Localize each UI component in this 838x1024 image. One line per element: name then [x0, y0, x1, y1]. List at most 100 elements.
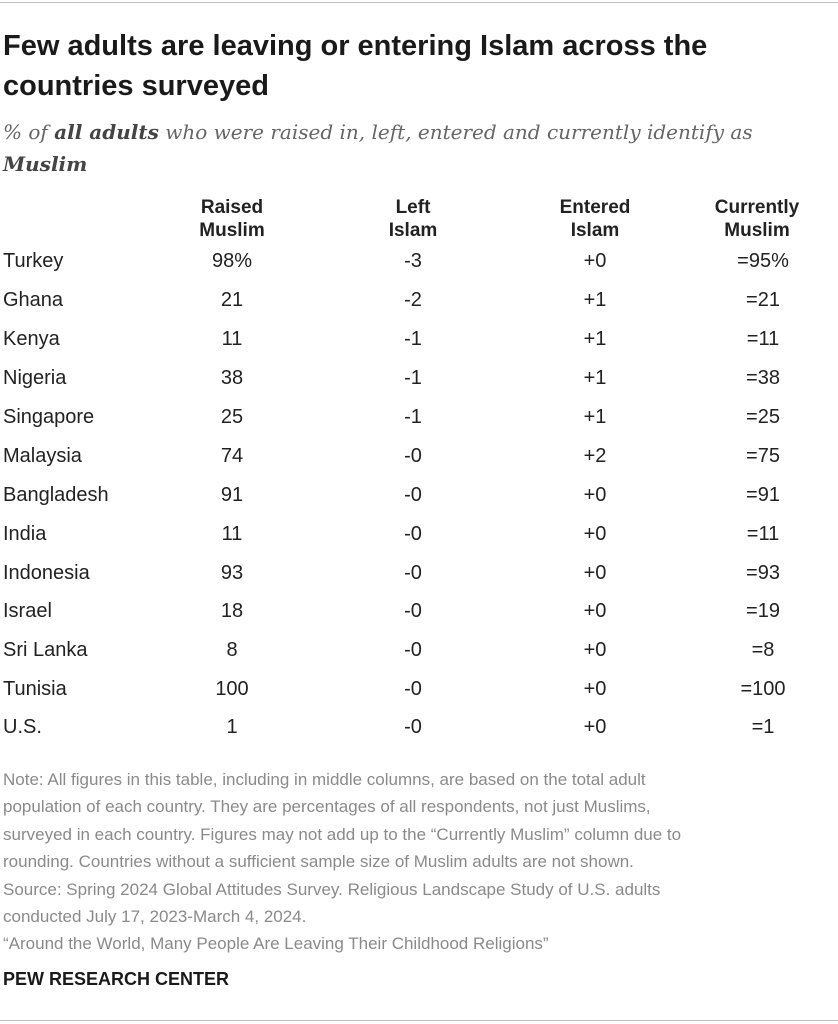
entered-islam-value: +0	[583, 250, 607, 272]
table-row: Sri Lanka 8 -0 +0 =8	[0, 631, 838, 669]
country-label: Tunisia	[3, 678, 67, 700]
left-islam-value: -0	[404, 445, 422, 467]
currently-muslim-value: =21	[746, 289, 780, 311]
left-islam-value: -3	[404, 250, 422, 272]
table-row: Singapore 25 -1 +1 =25	[0, 398, 838, 436]
subtitle-middle: who were raised in, left, entered and cu…	[158, 120, 753, 144]
table-row: Indonesia 93 -0 +0 =93	[0, 554, 838, 592]
table-row: Israel 18 -0 +0 =19	[0, 592, 838, 630]
raised-muslim-value: 98%	[211, 250, 253, 272]
table-row: Kenya 11 -1 +1 =11	[0, 320, 838, 358]
entered-islam-value: +0	[583, 678, 607, 700]
column-header-line2: Muslim	[199, 220, 265, 241]
currently-muslim-value: =91	[746, 484, 780, 506]
column-header-line1: Entered	[559, 197, 631, 218]
column-header-entered-islam: Entered Islam	[520, 196, 670, 242]
country-label: Malaysia	[3, 445, 82, 467]
left-islam-value: -1	[404, 367, 422, 389]
raised-muslim-value: 91	[220, 484, 244, 506]
raised-muslim-value: 93	[220, 562, 244, 584]
raised-muslim-value: 8	[226, 639, 238, 661]
left-islam-value: -0	[404, 639, 422, 661]
currently-muslim-value: =11	[746, 523, 780, 545]
country-label: Kenya	[3, 328, 60, 350]
left-islam-value: -0	[404, 484, 422, 506]
note-line: surveyed in each country. Figures may no…	[3, 824, 682, 844]
entered-islam-value: +2	[583, 445, 607, 467]
subtitle-emphasis-muslim: Muslim	[3, 152, 88, 176]
country-label: Nigeria	[3, 367, 67, 389]
raised-muslim-value: 1	[226, 716, 238, 738]
left-islam-value: -0	[404, 678, 422, 700]
currently-muslim-value: =11	[746, 328, 780, 350]
table-row: Nigeria 38 -1 +1 =38	[0, 359, 838, 397]
country-label: U.S.	[3, 716, 42, 738]
country-label: Ghana	[3, 289, 64, 311]
source-line: Source: Spring 2024 Global Attitudes Sur…	[3, 879, 661, 899]
bottom-rule	[0, 1020, 838, 1021]
column-header-line2: Muslim	[724, 220, 790, 241]
country-label: India	[3, 523, 47, 545]
entered-islam-value: +1	[583, 406, 607, 428]
column-header-line2: Islam	[388, 220, 438, 241]
note-line: rounding. Countries without a sufficient…	[3, 852, 634, 872]
country-label: Indonesia	[3, 562, 90, 584]
entered-islam-value: +1	[583, 367, 607, 389]
country-label: Turkey	[3, 250, 64, 272]
table-row: Bangladesh 91 -0 +0 =91	[0, 476, 838, 514]
note-line: population of each country. They are per…	[3, 797, 651, 817]
table-row: U.S. 1 -0 +0 =1	[0, 708, 838, 746]
currently-muslim-value: =38	[746, 367, 780, 389]
report-title-line: “Around the World, Many People Are Leavi…	[3, 934, 549, 954]
chart-title: Few adults are leaving or entering Islam…	[3, 30, 708, 102]
left-islam-value: -0	[404, 562, 422, 584]
currently-muslim-value: =100	[740, 678, 786, 700]
entered-islam-value: +0	[583, 484, 607, 506]
table-row: Ghana 21 -2 +1 =21	[0, 281, 838, 319]
country-label: Bangladesh	[3, 484, 109, 506]
raised-muslim-value: 38	[220, 367, 244, 389]
raised-muslim-value: 11	[221, 328, 243, 350]
entered-islam-value: +0	[583, 523, 607, 545]
note-and-source: Note: All figures in this table, includi…	[3, 766, 833, 958]
currently-muslim-value: =25	[746, 406, 780, 428]
chart-subtitle: % of all adults who were raised in, left…	[3, 116, 823, 180]
table-row: India 11 -0 +0 =11	[0, 515, 838, 553]
currently-muslim-value: =95%	[737, 250, 789, 272]
raised-muslim-value: 25	[220, 406, 244, 428]
raised-muslim-value: 11	[221, 523, 243, 545]
country-label: Singapore	[3, 406, 95, 428]
source-line: conducted July 17, 2023-March 4, 2024.	[3, 907, 307, 927]
entered-islam-value: +0	[583, 639, 607, 661]
column-header-raised-muslim: Raised Muslim	[157, 196, 307, 242]
currently-muslim-value: =1	[751, 716, 775, 738]
column-header-line1: Raised	[200, 197, 264, 218]
column-header-left-islam: Left Islam	[338, 196, 488, 242]
left-islam-value: -0	[404, 523, 422, 545]
column-header-line1: Currently	[714, 197, 800, 218]
top-rule	[0, 2, 838, 3]
column-header-line2: Islam	[570, 220, 620, 241]
entered-islam-value: +0	[583, 716, 607, 738]
raised-muslim-value: 74	[220, 445, 244, 467]
country-label: Israel	[3, 600, 52, 622]
column-header-currently-muslim: Currently Muslim	[682, 196, 832, 242]
table-row: Tunisia 100 -0 +0 =100	[0, 670, 838, 708]
entered-islam-value: +1	[583, 289, 607, 311]
currently-muslim-value: =75	[746, 445, 780, 467]
left-islam-value: -0	[404, 716, 422, 738]
currently-muslim-value: =93	[746, 562, 780, 584]
left-islam-value: -0	[404, 600, 422, 622]
left-islam-value: -1	[404, 328, 422, 350]
currently-muslim-value: =19	[746, 600, 780, 622]
entered-islam-value: +0	[583, 562, 607, 584]
note-line: Note: All figures in this table, includi…	[3, 770, 646, 789]
brand-logo-text: PEW RESEARCH CENTER	[3, 969, 230, 989]
subtitle-emphasis-all-adults: all adults	[54, 120, 159, 144]
raised-muslim-value: 100	[215, 678, 249, 700]
raised-muslim-value: 18	[220, 600, 244, 622]
entered-islam-value: +1	[583, 328, 607, 350]
table-row: Turkey 98% -3 +0 =95%	[0, 242, 838, 280]
entered-islam-value: +0	[583, 600, 607, 622]
column-header-line1: Left	[395, 197, 431, 218]
